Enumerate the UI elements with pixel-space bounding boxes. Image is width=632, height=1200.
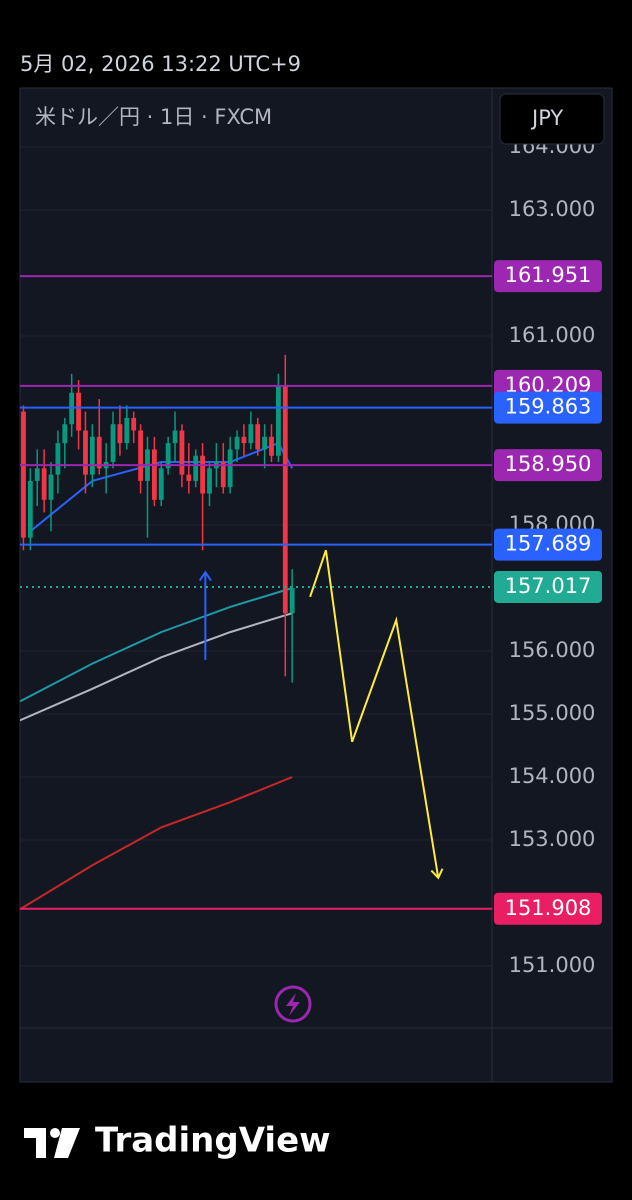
arrow-head [430, 868, 444, 880]
alert-icon[interactable] [274, 985, 312, 1023]
candle-body [165, 443, 171, 469]
candle-body [220, 462, 226, 488]
logo-mark [50, 1128, 60, 1138]
y-tick-label: 161.000 [509, 323, 596, 347]
y-tick-label: 155.000 [509, 701, 596, 725]
candle-body [289, 588, 295, 614]
candle-body [282, 386, 288, 614]
grid [20, 146, 492, 967]
candle-body [172, 430, 178, 444]
candle-body [110, 424, 116, 463]
price-tag [494, 570, 602, 603]
price-tag-label: 159.863 [505, 395, 592, 419]
candle-body [179, 430, 185, 475]
arrow-head [198, 570, 212, 582]
price-tag [494, 892, 602, 925]
candle-body [227, 449, 233, 488]
y-tick-label: 156.000 [509, 638, 596, 662]
candle-body [62, 424, 68, 444]
datetime: 5月 02, 2026 13:22 UTC+9 [20, 52, 301, 76]
y-tick-label: 163.000 [509, 197, 596, 221]
y-tick-label: 153.000 [509, 827, 596, 851]
candle-body [248, 424, 254, 444]
price-tag [494, 391, 602, 424]
candle-body [96, 436, 102, 469]
candle-body [262, 436, 268, 450]
candle-body [138, 430, 143, 481]
logo-mark [54, 1128, 80, 1158]
price-tag [494, 260, 602, 293]
price-tag-label: 158.950 [505, 452, 592, 476]
candle-body [234, 436, 240, 450]
candle-body [76, 392, 81, 431]
logo [24, 1128, 80, 1158]
candle-body [193, 455, 199, 481]
candle-body [207, 468, 212, 494]
currency-button[interactable] [499, 93, 605, 145]
price-tag [494, 528, 602, 561]
price-tag-label: 151.908 [505, 896, 592, 920]
alert-bolt [286, 993, 300, 1016]
moving-average [20, 587, 293, 703]
candle-body [255, 424, 261, 450]
chart-legend: 米ドル／円 · 1日 · FXCM [35, 105, 272, 129]
candle-body [186, 474, 192, 481]
candle-body [151, 449, 157, 500]
candle-body [55, 443, 61, 475]
candle-body [27, 480, 33, 538]
moving-average [20, 776, 293, 911]
candle-body [275, 386, 281, 456]
candle-body [34, 468, 40, 481]
candle-body [241, 436, 247, 444]
price-tags: 161.951160.209159.863158.950157.689157.0… [494, 260, 602, 925]
price-tag-label: 157.017 [505, 574, 592, 598]
y-tick-label: 154.000 [509, 764, 596, 788]
brand: TradingView [95, 1121, 331, 1161]
y-axis: 164.000163.000161.000158.000156.000155.0… [509, 134, 596, 977]
arrow-drawing [309, 549, 440, 878]
price-tag [494, 449, 602, 482]
candle-body [21, 411, 26, 538]
candle-body [41, 468, 47, 500]
candle-body [131, 417, 137, 431]
candle-body [89, 436, 95, 475]
candle-body [117, 424, 123, 444]
candle-body [48, 474, 54, 500]
candle-body [124, 417, 130, 444]
plot [20, 275, 492, 911]
candle-body [158, 468, 164, 500]
candle-body [269, 436, 274, 456]
price-tag-label: 157.689 [505, 532, 592, 556]
y-tick-label: 151.000 [509, 953, 596, 977]
moving-average [20, 612, 293, 722]
price-tag-label: 161.951 [505, 263, 592, 287]
currency-label[interactable]: JPY [530, 106, 563, 130]
logo-mark [24, 1128, 46, 1158]
candle-body [200, 455, 206, 494]
candle-body [83, 430, 88, 475]
